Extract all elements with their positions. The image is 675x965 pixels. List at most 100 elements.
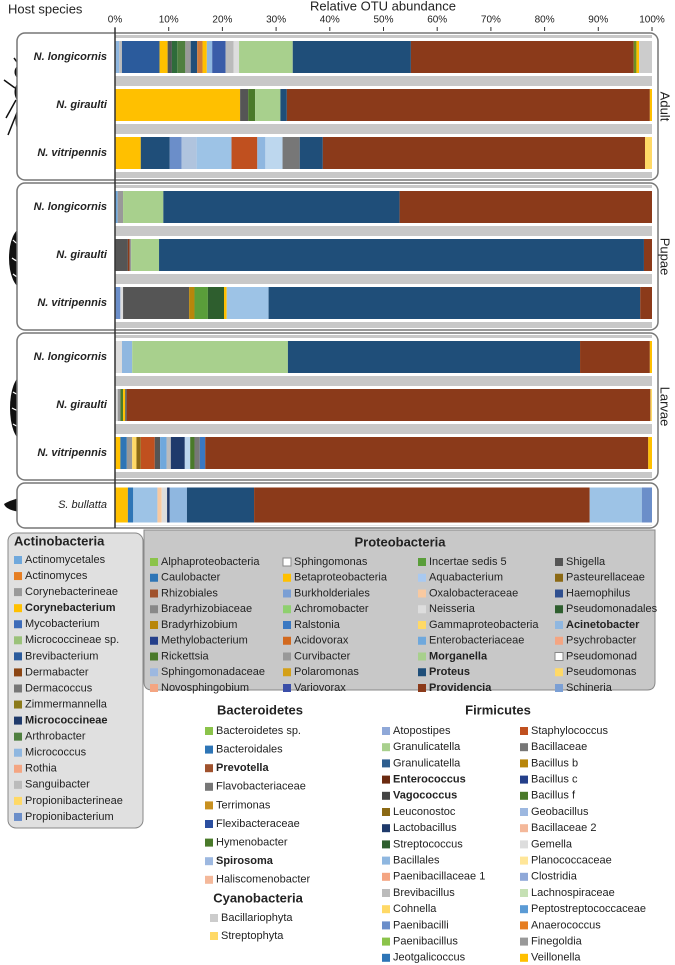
legend-item: Clostridia xyxy=(531,871,578,883)
legend-item: Paenibacilli xyxy=(393,919,449,931)
bar-segment xyxy=(248,89,256,121)
legend-item: Curvibacter xyxy=(294,650,351,662)
legend-item: Bacillus b xyxy=(531,757,578,769)
legend-item: Shigella xyxy=(566,556,606,568)
bar-segment xyxy=(199,437,206,469)
legend-item: Bacillus f xyxy=(531,790,576,802)
legend-swatch xyxy=(14,796,22,805)
legend-swatch xyxy=(520,921,528,930)
legend-swatch xyxy=(282,557,292,567)
bar-segment xyxy=(126,389,651,421)
bar-segment xyxy=(286,89,650,121)
bar-segment xyxy=(257,137,266,169)
row-label: N. vitripennis xyxy=(37,447,107,459)
stage-label: Larvae xyxy=(658,387,673,427)
legend-swatch xyxy=(418,636,426,645)
legend-item: Providencia xyxy=(429,682,492,694)
legend-swatch xyxy=(14,732,22,741)
bar-segment xyxy=(190,41,198,73)
legend-item: Aquabacterium xyxy=(429,572,503,584)
legend-item: Proteus xyxy=(429,666,470,678)
legend-swatch xyxy=(283,621,291,629)
stage-label: Pupae xyxy=(658,238,673,276)
legend-item: Oxalobacteraceae xyxy=(429,587,518,599)
legend-swatch xyxy=(418,652,426,661)
legend-item: Haliscomenobacter xyxy=(216,874,310,886)
bar-segment xyxy=(132,437,137,469)
legend-item: Terrimonas xyxy=(216,799,271,811)
legend-item: Granulicatella xyxy=(393,757,461,769)
x-tick-label: 80% xyxy=(535,15,555,26)
legend-item: Schineria xyxy=(566,682,613,694)
legend-swatch xyxy=(418,573,426,582)
legend-item: Micrococcus xyxy=(25,747,87,759)
legend-swatch xyxy=(205,857,213,866)
bar-segment xyxy=(184,437,191,469)
bar-segment xyxy=(125,389,127,421)
legend-item: Pseudomonad xyxy=(566,650,637,662)
bar-segment xyxy=(115,89,241,121)
legend-swatch xyxy=(14,652,22,661)
legend-item: Peptostreptococcaceae xyxy=(531,903,646,915)
legend-item: Polaromonas xyxy=(294,666,359,678)
bar-segment xyxy=(167,41,172,73)
bar-segment xyxy=(167,487,170,523)
bar-segment xyxy=(287,341,581,373)
legend-item: Methylobacterium xyxy=(161,635,248,647)
legend-item: Planococcaceae xyxy=(531,855,612,867)
bar-segment xyxy=(136,437,141,469)
legend-item: Lachnospiraceae xyxy=(531,887,615,899)
legend-item: Sphingomonas xyxy=(294,556,368,568)
bar-segment xyxy=(129,239,132,271)
bar-segment xyxy=(233,41,240,73)
bar-segment xyxy=(169,487,187,523)
legend-swatch xyxy=(14,700,22,709)
legend-item: Brevibacillus xyxy=(393,887,455,899)
legend-item: Paenibacillaceae 1 xyxy=(393,871,485,883)
bar-segment xyxy=(231,137,258,169)
legend-item: Variovorax xyxy=(294,682,346,694)
legend-item: Atopostipes xyxy=(393,725,451,737)
legend-item: Jeotgalicoccus xyxy=(393,952,466,964)
legend-swatch xyxy=(150,605,158,614)
bar-segment xyxy=(194,287,208,319)
legend-item: Bacillus c xyxy=(531,774,578,786)
legend-swatch xyxy=(520,953,528,962)
bar-segment xyxy=(640,287,652,319)
legend-item: Bacillariophyta xyxy=(221,912,293,924)
bar-segment xyxy=(120,287,124,319)
legend-item: Pasteurellaceae xyxy=(566,572,645,584)
legend-swatch xyxy=(418,668,426,677)
legend-item: Caulobacter xyxy=(161,572,221,584)
x-tick-label: 100% xyxy=(639,15,665,26)
legend-item: Bacteroidales xyxy=(216,744,283,756)
legend-item: Incertae sedis 5 xyxy=(429,556,507,568)
legend-swatch xyxy=(418,605,426,614)
x-tick-label: 20% xyxy=(212,15,232,26)
legend-item: Mycobacterium xyxy=(25,618,100,630)
legend-item: Granulicatella xyxy=(393,741,461,753)
legend-swatch xyxy=(382,775,390,784)
bar-segment xyxy=(580,341,650,373)
legend-swatch xyxy=(520,727,528,735)
background-layer xyxy=(7,529,656,829)
legend-swatch xyxy=(520,937,528,946)
legend-item: Actinomyces xyxy=(25,570,88,582)
bar-segment xyxy=(202,41,207,73)
bar-segment xyxy=(282,137,300,169)
legend-group-title: Actinobacteria xyxy=(14,533,105,548)
x-tick-label: 30% xyxy=(266,15,286,26)
legend-item: Haemophilus xyxy=(566,587,631,599)
legend-swatch xyxy=(205,782,213,791)
proteobacteria-box xyxy=(143,529,656,691)
bar-segment xyxy=(123,389,126,421)
legend-swatch xyxy=(150,573,158,582)
legend-swatch xyxy=(14,668,22,677)
bar-segment xyxy=(115,41,120,73)
bar-segment xyxy=(225,41,234,73)
legend-item: Bacillaceae 2 xyxy=(531,822,596,834)
row-label: N. longicornis xyxy=(34,201,107,213)
bar-segment xyxy=(123,191,164,223)
bar-segment xyxy=(126,437,133,469)
